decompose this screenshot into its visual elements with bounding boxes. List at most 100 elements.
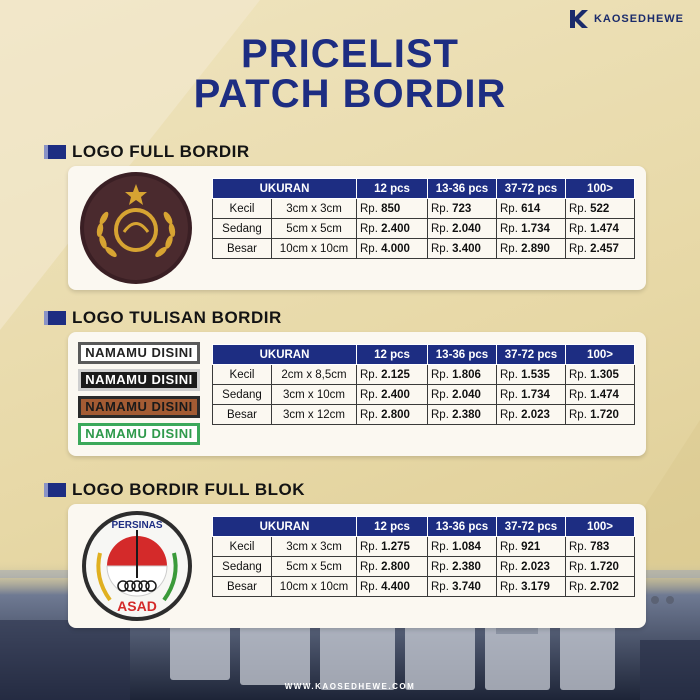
currency-label: Rp. [500, 388, 518, 401]
price-cell: Rp. 2.380 [427, 556, 497, 577]
price-value: 2.800 [381, 408, 410, 421]
size-dimension-cell: 5cm x 5cm [271, 218, 357, 239]
table-row: Sedang 5cm x 5cm Rp. 2.400 Rp. 2.040 Rp. 1.7… [212, 218, 635, 239]
table-row: Kecil 3cm x 3cm Rp. 1.275 Rp. 1.084 Rp. 921 R… [212, 536, 635, 557]
name-patch-brown: NAMAMU DISINI [78, 396, 200, 418]
price-cell: Rp. 1.734 [496, 384, 566, 405]
price-value: 1.720 [590, 560, 619, 573]
table-row: Besar 3cm x 12cm Rp. 2.800 Rp. 2.380 Rp. 2.0… [212, 404, 635, 425]
price-value: 3.740 [452, 580, 481, 593]
persinas-asad-patch-image: PERSINAS ASAD [82, 511, 192, 621]
price-cell: Rp. 850 [356, 198, 428, 219]
price-value: 921 [521, 540, 541, 553]
table-row: Kecil 2cm x 8,5cm Rp. 2.125 Rp. 1.806 Rp. 1.… [212, 364, 635, 385]
price-table: UKURAN 12 pcs 13-36 pcs 37-72 pcs 100> K… [212, 344, 635, 425]
currency-label: Rp. [431, 540, 449, 553]
price-cell: Rp. 1.084 [427, 536, 497, 557]
price-cell: Rp. 2.457 [565, 238, 635, 259]
price-value: 2.800 [381, 560, 410, 573]
currency-label: Rp. [360, 388, 378, 401]
currency-label: Rp. [569, 368, 587, 381]
currency-label: Rp. [360, 368, 378, 381]
table-row: Besar 10cm x 10cm Rp. 4.400 Rp. 3.740 Rp. 3.… [212, 576, 635, 597]
price-cell: Rp. 2.800 [356, 404, 428, 425]
size-dimension-cell: 3cm x 3cm [271, 536, 357, 557]
price-cell: Rp. 2.380 [427, 404, 497, 425]
price-cell: Rp. 2.800 [356, 556, 428, 577]
price-cell: Rp. 3.740 [427, 576, 497, 597]
price-value: 783 [590, 540, 610, 553]
price-value: 2.400 [381, 222, 410, 235]
brand-name: KAOSEDHEWE [593, 13, 684, 25]
card-full-blok: PERSINAS ASAD UKURAN 12 pcs 13-36 pcs 37… [68, 504, 646, 628]
page-title: PRICELIST PATCH BORDIR [0, 34, 700, 114]
price-cell: Rp. 2.040 [427, 218, 497, 239]
section-marker-icon [44, 145, 66, 159]
price-value: 4.000 [381, 242, 410, 255]
price-value: 1.806 [452, 368, 481, 381]
price-value: 1.720 [590, 408, 619, 421]
table-row: Sedang 3cm x 10cm Rp. 2.400 Rp. 2.040 Rp. 1.… [212, 384, 635, 405]
currency-label: Rp. [431, 388, 449, 401]
header-13-36pcs: 13-36 pcs [427, 516, 497, 537]
currency-label: Rp. [569, 222, 587, 235]
price-value: 2.023 [521, 408, 550, 421]
size-name-cell: Sedang [212, 556, 272, 577]
currency-label: Rp. [500, 202, 518, 215]
currency-label: Rp. [360, 202, 378, 215]
currency-label: Rp. [360, 408, 378, 421]
price-cell: Rp. 2.023 [496, 404, 566, 425]
price-cell: Rp. 522 [565, 198, 635, 219]
price-cell: Rp. 723 [427, 198, 497, 219]
size-name-cell: Kecil [212, 198, 272, 219]
price-cell: Rp. 3.179 [496, 576, 566, 597]
price-value: 2.400 [381, 388, 410, 401]
price-value: 2.040 [452, 222, 481, 235]
price-cell: Rp. 2.890 [496, 238, 566, 259]
price-cell: Rp. 4.400 [356, 576, 428, 597]
currency-label: Rp. [431, 222, 449, 235]
price-cell: Rp. 783 [565, 536, 635, 557]
price-cell: Rp. 614 [496, 198, 566, 219]
currency-label: Rp. [500, 560, 518, 573]
table-row: Besar 10cm x 10cm Rp. 4.000 Rp. 3.400 Rp. 2.… [212, 238, 635, 259]
price-cell: Rp. 1.734 [496, 218, 566, 239]
price-value: 614 [521, 202, 541, 215]
header-100plus: 100> [565, 178, 635, 199]
price-value: 2.890 [521, 242, 550, 255]
section-heading-full-bordir: LOGO FULL BORDIR [44, 142, 250, 162]
price-value: 1.474 [590, 388, 619, 401]
price-value: 2.040 [452, 388, 481, 401]
header-ukuran: UKURAN [212, 178, 357, 199]
size-name-cell: Besar [212, 238, 272, 259]
price-value: 1.535 [521, 368, 550, 381]
patch-top-text: PERSINAS [111, 520, 162, 531]
brand-k-icon [569, 10, 588, 28]
price-cell: Rp. 1.275 [356, 536, 428, 557]
price-cell: Rp. 2.702 [565, 576, 635, 597]
currency-label: Rp. [569, 560, 587, 573]
header-13-36pcs: 13-36 pcs [427, 178, 497, 199]
price-cell: Rp. 3.400 [427, 238, 497, 259]
size-name-cell: Besar [212, 576, 272, 597]
price-value: 2.125 [381, 368, 410, 381]
currency-label: Rp. [431, 580, 449, 593]
size-name-cell: Besar [212, 404, 272, 425]
currency-label: Rp. [360, 242, 378, 255]
size-dimension-cell: 10cm x 10cm [271, 238, 357, 259]
currency-label: Rp. [431, 368, 449, 381]
currency-label: Rp. [500, 408, 518, 421]
size-name-cell: Sedang [212, 218, 272, 239]
table-header-row: UKURAN 12 pcs 13-36 pcs 37-72 pcs 100> [212, 516, 635, 537]
currency-label: Rp. [431, 408, 449, 421]
price-cell: Rp. 2.125 [356, 364, 428, 385]
size-name-cell: Kecil [212, 364, 272, 385]
price-cell: Rp. 2.023 [496, 556, 566, 577]
embroidery-machines-photo [0, 560, 700, 700]
name-patch-black: NAMAMU DISINI [78, 369, 200, 391]
section-heading-full-blok: LOGO BORDIR FULL BLOK [44, 480, 305, 500]
currency-label: Rp. [500, 368, 518, 381]
size-name-cell: Sedang [212, 384, 272, 405]
price-cell: Rp. 1.535 [496, 364, 566, 385]
